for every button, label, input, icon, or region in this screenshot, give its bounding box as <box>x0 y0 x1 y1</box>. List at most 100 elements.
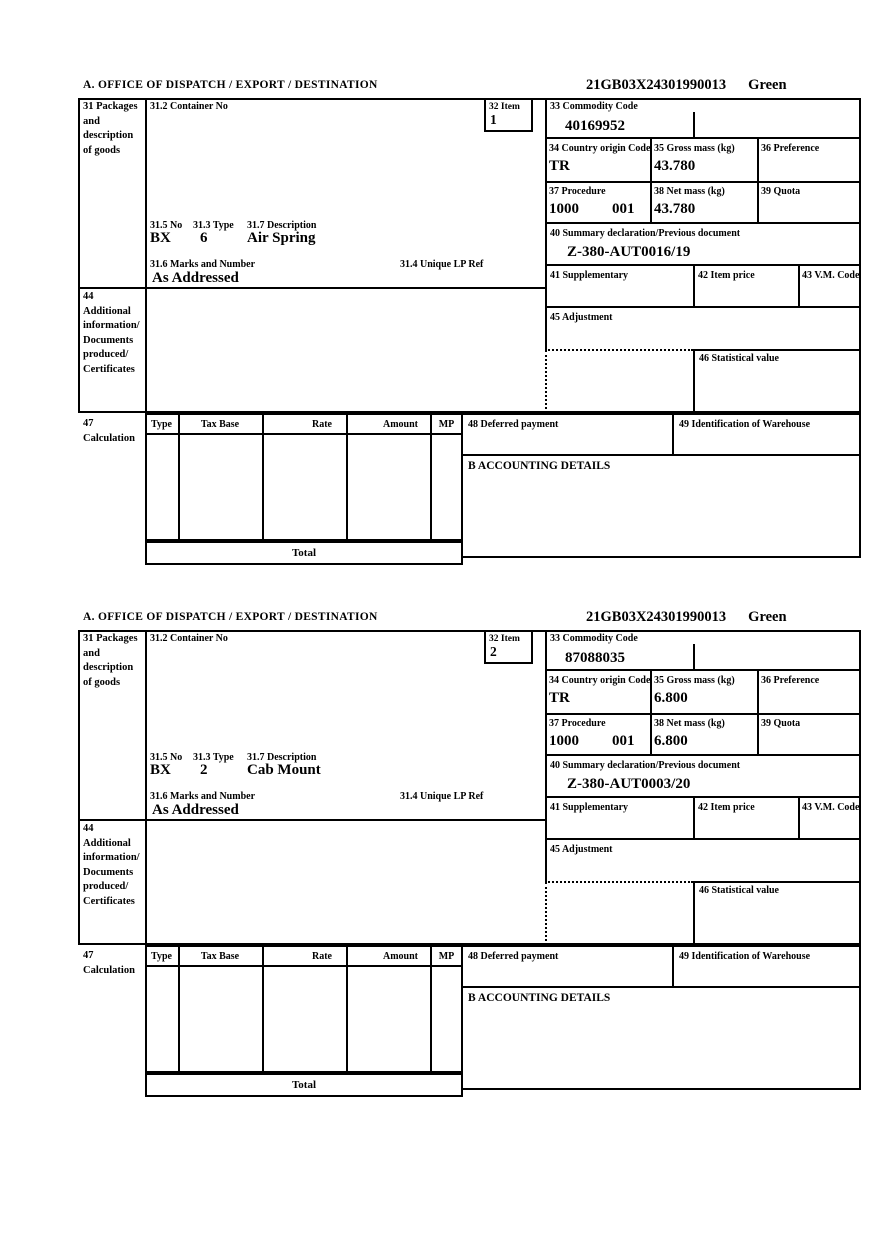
divider <box>757 137 759 222</box>
box31-label: 31 Packages and description of goods <box>83 633 138 688</box>
divider <box>545 754 861 756</box>
accounting-details-box: B ACCOUNTING DETAILS <box>461 986 861 1090</box>
procedure-value-1: 1000 <box>549 733 579 749</box>
previous-document-label: 40 Summary declaration/Previous document <box>550 228 741 239</box>
divider <box>757 669 759 754</box>
adjustment-label: 45 Adjustment <box>550 844 613 855</box>
procedure-value-2: 001 <box>612 733 635 749</box>
item-number-box: 32 Item 2 <box>484 630 533 664</box>
commodity-code-value: 87088035 <box>565 650 625 666</box>
calc-amount-header: Amount <box>382 951 418 962</box>
procedure-value-1: 1000 <box>549 201 579 217</box>
divider <box>693 881 695 945</box>
calc-rate-header: Rate <box>312 419 332 430</box>
item-number-value: 2 <box>490 644 497 659</box>
box44-label: 44 Additional information/ Documents pro… <box>83 291 140 375</box>
warehouse-box: 49 Identification of Warehouse <box>672 413 861 456</box>
accounting-details-box: B ACCOUNTING DETAILS <box>461 454 861 558</box>
package-type-label: 31.3 Type <box>193 752 234 763</box>
quota-label: 39 Quota <box>761 718 801 729</box>
calc-rate-header: Rate <box>312 951 332 962</box>
previous-document-label: 40 Summary declaration/Previous document <box>550 760 741 771</box>
calc-type-header: Type <box>151 951 172 962</box>
box44-label: 44 Additional information/ Documents pro… <box>83 823 140 907</box>
divider <box>693 881 861 883</box>
calc-mp-header: MP <box>438 419 455 430</box>
package-type-value: 6 <box>200 230 208 246</box>
commodity-code-label: 33 Commodity Code <box>550 101 638 112</box>
divider <box>545 137 861 139</box>
mrn-number: 21GB03X24301990013 <box>586 77 727 93</box>
accounting-details-label: B ACCOUNTING DETAILS <box>468 992 611 1004</box>
commodity-code-value: 40169952 <box>565 118 625 134</box>
divider <box>545 630 547 882</box>
package-no-value: BX <box>150 762 171 778</box>
calc-tax-base-header: Tax Base <box>200 951 240 962</box>
marks-label: 31.6 Marks and Number <box>150 791 256 802</box>
quota-label: 39 Quota <box>761 186 801 197</box>
commodity-code-divider <box>693 112 695 137</box>
divider <box>650 669 652 754</box>
total-label: Total <box>291 547 317 559</box>
box31-label: 31 Packages and description of goods <box>83 101 138 156</box>
warehouse-label: 49 Identification of Warehouse <box>679 419 811 430</box>
accounting-details-label: B ACCOUNTING DETAILS <box>468 460 611 472</box>
routing-indicator: Green <box>748 609 787 625</box>
item-number-label: 32 Item <box>489 634 520 644</box>
calculation-total-row: Total <box>145 1073 463 1097</box>
supplementary-label: 41 Supplementary <box>550 802 629 813</box>
net-mass-label: 38 Net mass (kg) <box>654 718 725 729</box>
gross-mass-label: 35 Gross mass (kg) <box>654 675 735 686</box>
divider <box>545 669 861 671</box>
divider <box>78 287 547 289</box>
container-no-label: 31.2 Container No <box>150 101 228 112</box>
adjustment-label: 45 Adjustment <box>550 312 613 323</box>
item-section-1: A. OFFICE OF DISPATCH / EXPORT / DESTINA… <box>0 0 882 570</box>
divider <box>545 306 861 308</box>
divider <box>262 945 264 1073</box>
divider <box>545 181 861 183</box>
marks-value: As Addressed <box>152 270 239 286</box>
office-of-dispatch-header: A. OFFICE OF DISPATCH / EXPORT / DESTINA… <box>83 79 378 91</box>
divider <box>693 349 861 351</box>
divider <box>145 98 147 413</box>
goods-item-box <box>78 630 861 945</box>
procedure-value-2: 001 <box>612 201 635 217</box>
unique-lp-ref-label: 31.4 Unique LP Ref <box>400 791 484 802</box>
preference-label: 36 Preference <box>761 675 820 686</box>
item-number-value: 1 <box>490 112 497 127</box>
deferred-payment-label: 48 Deferred payment <box>468 419 559 430</box>
warehouse-box: 49 Identification of Warehouse <box>672 945 861 988</box>
calc-type-header: Type <box>151 419 172 430</box>
gross-mass-label: 35 Gross mass (kg) <box>654 143 735 154</box>
statistical-value-label: 46 Statistical value <box>699 353 779 364</box>
vm-code-label: 43 V.M. Code <box>802 802 860 813</box>
description-label: 31.7 Description <box>247 752 317 763</box>
marks-label: 31.6 Marks and Number <box>150 259 256 270</box>
routing-indicator: Green <box>748 77 787 93</box>
mrn-number: 21GB03X24301990013 <box>586 609 727 625</box>
package-type-label: 31.3 Type <box>193 220 234 231</box>
previous-document-value: Z-380-AUT0016/19 <box>567 244 691 260</box>
divider <box>545 98 547 350</box>
origin-code-label: 34 Country origin Code <box>549 675 651 686</box>
divider <box>650 137 652 222</box>
calc-amount-header: Amount <box>382 419 418 430</box>
container-no-label: 31.2 Container No <box>150 633 228 644</box>
divider <box>545 838 861 840</box>
box47-label: 47 Calculation <box>83 950 135 976</box>
gross-mass-value: 43.780 <box>654 158 696 174</box>
divider <box>262 413 264 541</box>
mrn-row: 21GB03X24301990013 Green <box>586 609 809 626</box>
description-label: 31.7 Description <box>247 220 317 231</box>
dotted-divider <box>545 350 547 413</box>
dotted-divider <box>545 882 547 945</box>
commodity-code-label: 33 Commodity Code <box>550 633 638 644</box>
mrn-row: 21GB03X24301990013 Green <box>586 77 809 94</box>
divider <box>178 413 180 541</box>
previous-document-value: Z-380-AUT0003/20 <box>567 776 691 792</box>
divider <box>145 630 147 945</box>
description-value: Cab Mount <box>247 762 321 778</box>
divider <box>545 713 861 715</box>
divider <box>798 264 800 306</box>
